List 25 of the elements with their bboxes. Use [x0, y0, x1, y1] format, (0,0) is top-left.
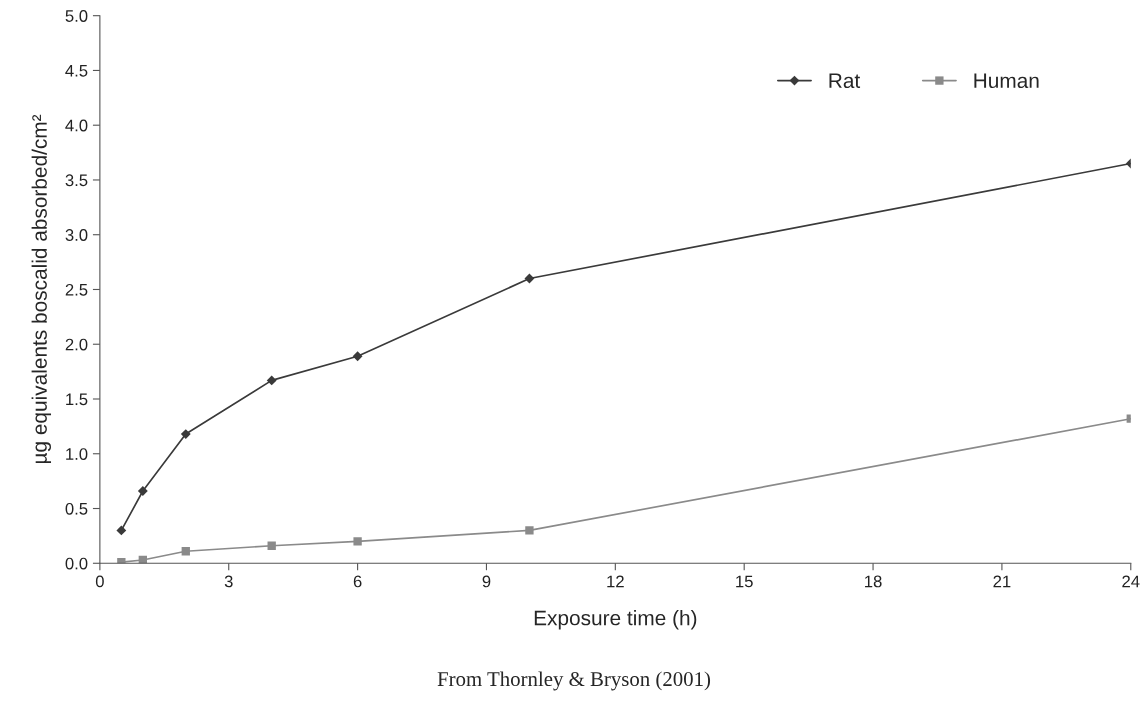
y-tick-label: 2.0: [65, 338, 88, 351]
y-tick-label: 4.0: [65, 119, 88, 132]
legend-label: Rat: [829, 73, 861, 89]
y-tick-label: 0.0: [65, 557, 88, 570]
x-tick-label: 6: [353, 575, 362, 588]
x-tick-label: 9: [482, 575, 491, 588]
x-axis-title: Exposure time (h): [534, 610, 697, 630]
y-tick-label: 1.5: [66, 393, 88, 406]
y-tick-label: 3.0: [65, 229, 88, 241]
x-tick-label: 21: [993, 575, 1011, 588]
text: From Thornley & Bryson (2001): [437, 671, 711, 691]
x-tick-label: 3: [224, 575, 233, 588]
x-tick-label: 12: [607, 575, 624, 588]
y-tick-label: 4.5: [65, 65, 88, 77]
y-tick-label: 5.0: [65, 10, 88, 22]
x-tick-label: 24: [1122, 575, 1140, 588]
legend-label: Human: [974, 73, 1039, 89]
x-tick-label: 15: [736, 575, 753, 588]
y-tick-label: 1.0: [66, 448, 88, 460]
y-tick-label: 3.5: [65, 174, 88, 187]
y-tick-label: 2.5: [65, 283, 88, 296]
y-tick-label: 0.5: [65, 502, 88, 515]
x-tick-label: 18: [865, 575, 882, 588]
y-axis-title: µg equivalents boscalid absorbed/cm²: [31, 114, 52, 464]
x-tick-label: 0: [95, 575, 104, 588]
